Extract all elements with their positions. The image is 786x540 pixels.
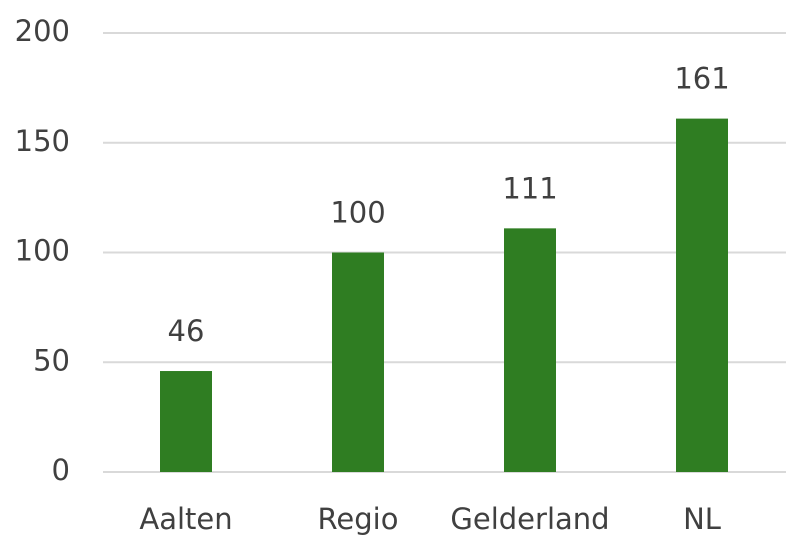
y-tick-label: 0 [52, 453, 70, 487]
data-label: 46 [168, 314, 205, 348]
bar [504, 228, 556, 472]
x-tick-label: Regio [318, 502, 399, 536]
y-tick-label: 100 [15, 234, 70, 268]
bar [332, 252, 384, 472]
y-tick-label: 50 [33, 343, 70, 377]
x-tick-label: Aalten [139, 502, 232, 536]
data-label: 161 [674, 62, 729, 96]
x-tick-label: NL [683, 502, 721, 536]
data-label: 111 [502, 171, 557, 205]
y-tick-label: 200 [15, 14, 70, 48]
x-tick-label: Gelderland [450, 502, 609, 536]
data-label: 100 [330, 196, 385, 230]
bar [676, 118, 728, 472]
y-tick-label: 150 [15, 124, 70, 158]
bar [160, 371, 212, 472]
